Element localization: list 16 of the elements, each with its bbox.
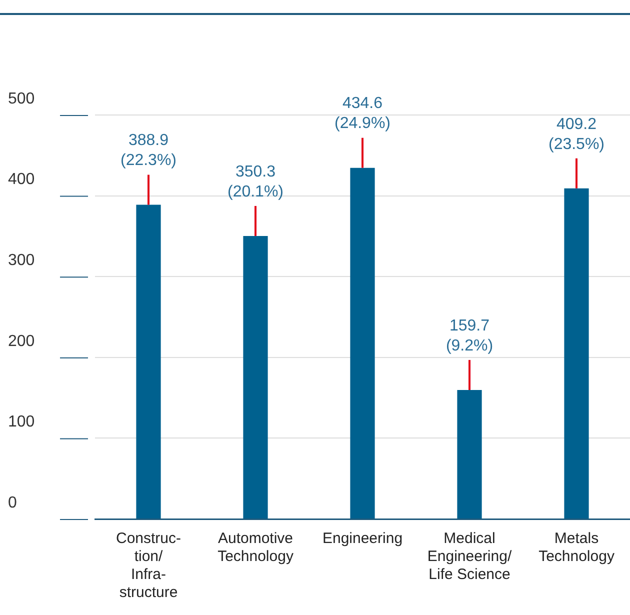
x-tick-label: Engineering	[322, 530, 403, 548]
data-label: 409.2 (23.5%)	[548, 116, 605, 153]
data-label: 434.6 (24.9%)	[334, 95, 391, 132]
y-tick-label: 300	[8, 252, 35, 270]
x-tick-label: Medical Engineering/ Life Science	[427, 530, 512, 584]
x-tick-label: Metals Technology	[538, 530, 615, 566]
data-label: 350.3 (20.1%)	[227, 163, 284, 200]
y-tick-label: 500	[8, 90, 35, 108]
y-tick-label: 100	[8, 414, 35, 431]
y-tick-label: 200	[8, 332, 35, 350]
y-tick-label: 0	[8, 494, 17, 512]
data-label: 159.7 (9.2%)	[446, 317, 494, 354]
x-tick-label: Construc- tion/ Infra- structure	[116, 530, 182, 602]
data-label: 388.9 (22.3%)	[120, 132, 177, 170]
y-tick-label: 400	[8, 171, 35, 188]
x-tick-label: Automotive Technology	[218, 530, 294, 566]
